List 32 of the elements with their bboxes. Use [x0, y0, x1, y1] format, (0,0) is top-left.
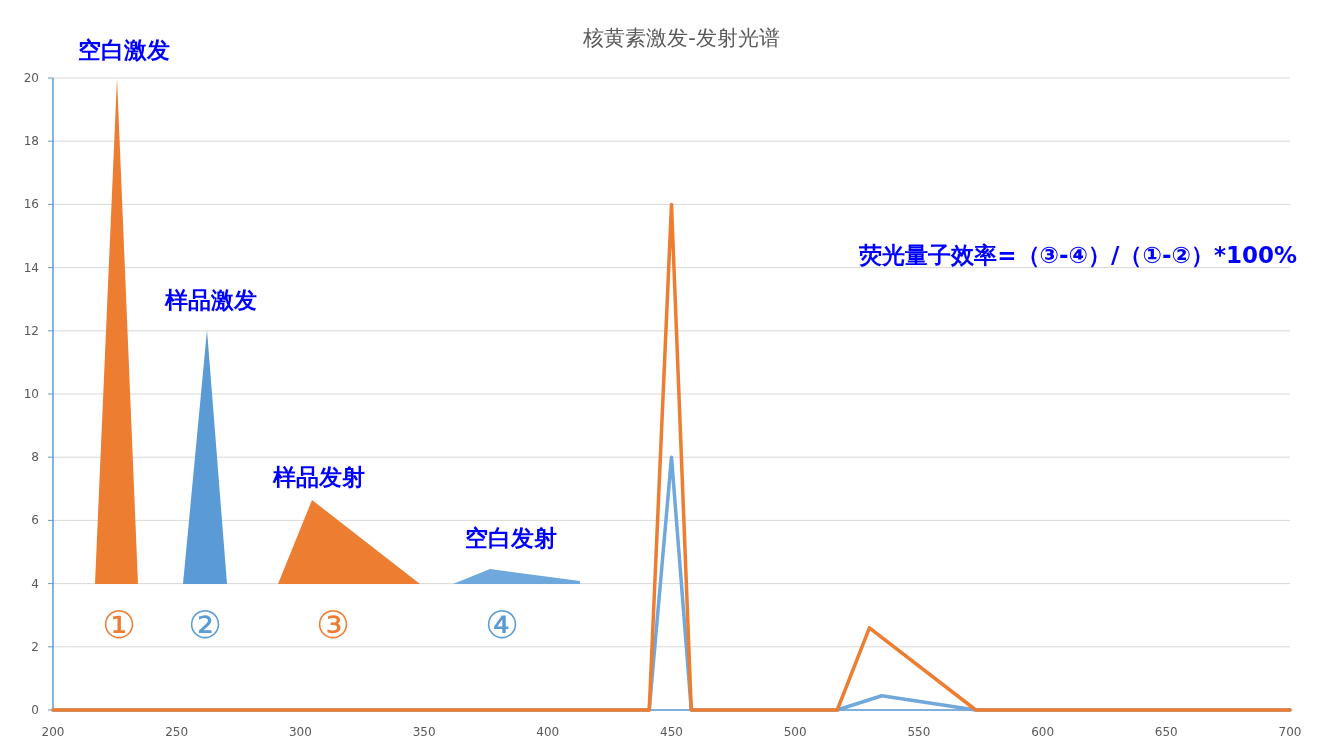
x-tick-label: 550 — [907, 725, 931, 739]
text: 空白激发 — [78, 37, 170, 63]
x-tick-label: 650 — [1154, 725, 1178, 739]
annotation: 空白发射 — [465, 525, 557, 551]
annotation: 荧光量子效率=（③-④）/（①-②）*100% — [858, 242, 1297, 268]
x-tick-label: 250 — [165, 725, 189, 739]
chart-title: 核黄素激发-发射光谱 — [582, 26, 780, 50]
x-tick-label: 500 — [783, 725, 807, 739]
y-tick-label: 14 — [23, 260, 39, 275]
y-tick-label: 8 — [31, 450, 39, 465]
annotation: 样品激发 — [164, 287, 257, 313]
x-tick-label: 400 — [536, 725, 560, 739]
y-tick-label: 20 — [23, 71, 39, 85]
annotation: ① — [101, 603, 137, 647]
x-tick-label: 600 — [1031, 725, 1055, 739]
annotation: 样品发射 — [272, 464, 365, 490]
x-tick-label: 450 — [660, 725, 683, 739]
y-tick-label: 2 — [31, 639, 39, 654]
y-tick-label: 12 — [23, 323, 39, 338]
x-tick-label: 200 — [41, 725, 65, 739]
y-tick-label: 6 — [31, 513, 39, 528]
y-tick-label: 10 — [23, 387, 39, 401]
x-tick-label: 700 — [1278, 725, 1302, 739]
y-tick-label: 4 — [31, 576, 39, 591]
x-tick-label: 350 — [412, 725, 436, 739]
annotation: ③ — [315, 603, 351, 647]
annotation: ④ — [484, 603, 520, 647]
y-tick-label: 18 — [23, 134, 39, 149]
x-tick-label: 300 — [288, 725, 312, 739]
annotation: ② — [187, 603, 223, 647]
y-tick-label: 16 — [23, 197, 39, 212]
y-tick-label: 0 — [31, 703, 39, 717]
